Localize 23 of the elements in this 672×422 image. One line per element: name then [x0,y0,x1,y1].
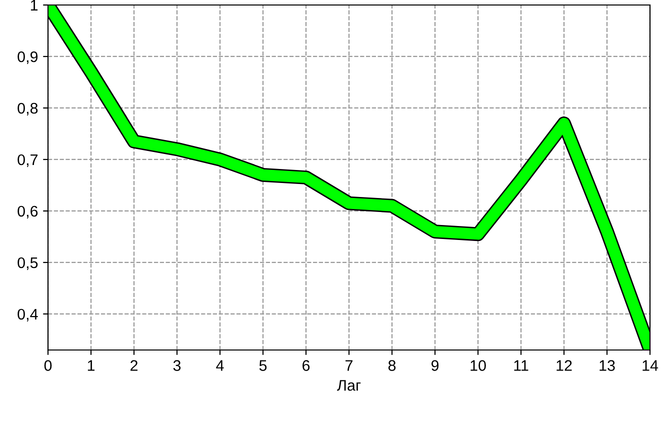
y-tick-label: 0,9 [18,51,38,64]
x-tick-label: 14 [642,360,658,371]
x-tick-label: 2 [130,360,138,371]
x-tick-label: 11 [514,360,528,371]
x-tick-label: 3 [173,360,181,371]
y-tick-label: 0,8 [18,102,38,116]
x-tick-label: 8 [388,360,396,371]
x-tick-label: 7 [346,360,352,371]
x-tick-label: 4 [216,360,224,371]
x-tick-label: 1 [88,360,95,371]
y-tick-label: 0,5 [18,257,38,270]
y-tick-label: 0,4 [18,308,38,322]
x-tick-label: 5 [259,360,267,371]
x-axis-title: Лаг [337,380,361,391]
y-tick-label: 1 [30,0,38,11]
y-tick-label: 0,6 [18,206,38,218]
x-tick-label: 0 [44,360,52,371]
x-tick-label: 9 [431,360,439,371]
x-tick-label: 13 [600,360,615,371]
x-tick-label: 12 [556,360,572,371]
y-tick-label: 0,7 [18,154,38,167]
x-tick-label: 6 [302,360,310,371]
x-tick-label: 10 [470,360,486,371]
